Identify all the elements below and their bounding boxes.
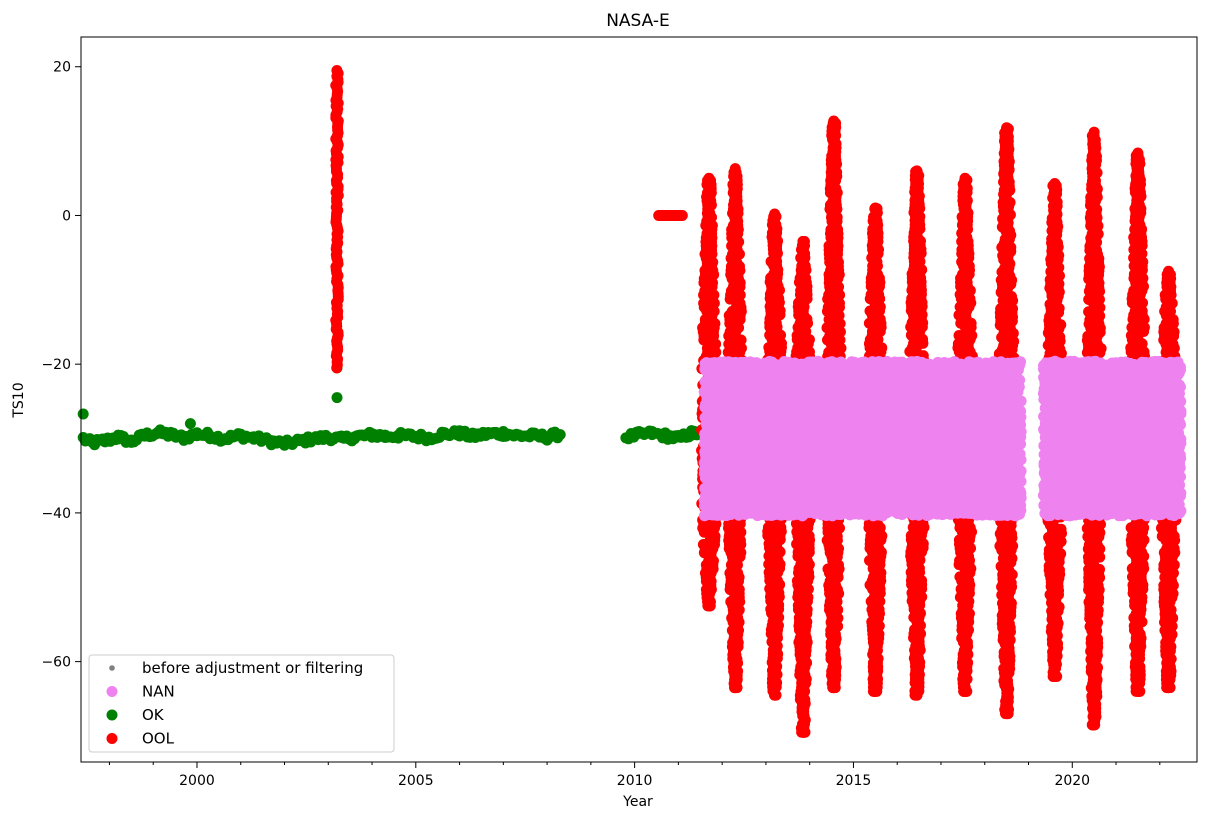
ok-point bbox=[554, 429, 566, 441]
ok-point bbox=[331, 392, 343, 404]
chart-title: NASA-E bbox=[606, 11, 670, 31]
ool-point bbox=[769, 689, 781, 701]
ool-point bbox=[703, 600, 715, 612]
ool-point bbox=[959, 172, 971, 184]
ool-point bbox=[703, 172, 715, 184]
ool-point bbox=[1049, 670, 1061, 682]
data-points bbox=[77, 64, 1187, 738]
ool-point bbox=[869, 202, 881, 214]
ool-point bbox=[869, 685, 881, 697]
ool-point bbox=[797, 726, 809, 738]
ool-point bbox=[797, 235, 809, 247]
ool-point bbox=[729, 163, 741, 175]
ool-point bbox=[911, 689, 923, 701]
ool-point bbox=[911, 165, 923, 177]
ool-point bbox=[729, 682, 741, 694]
ool-point bbox=[1001, 122, 1013, 134]
ool-point bbox=[828, 115, 840, 127]
ool-point bbox=[828, 682, 840, 694]
ool-point bbox=[1001, 708, 1013, 720]
ool-point bbox=[959, 685, 971, 697]
ok-point bbox=[77, 408, 89, 420]
ool-point bbox=[769, 208, 781, 220]
ool-point bbox=[1049, 177, 1061, 189]
ok-point bbox=[184, 418, 196, 430]
